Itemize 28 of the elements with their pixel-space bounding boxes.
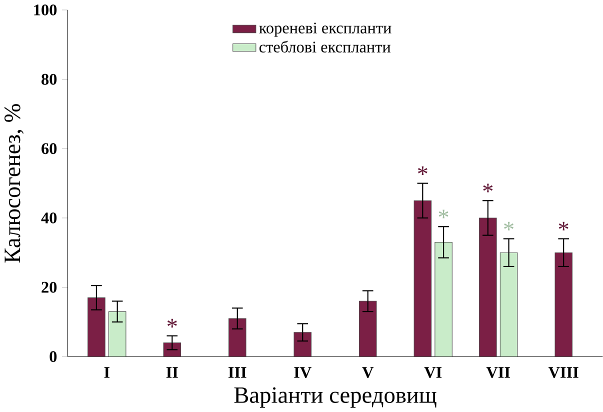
x-tick-label: II bbox=[166, 367, 178, 378]
bar bbox=[228, 318, 246, 357]
y-tick-label: 60 bbox=[42, 143, 57, 154]
annotation: * bbox=[483, 184, 493, 192]
y-tick-label: 100 bbox=[34, 4, 57, 16]
y-tick-label: 80 bbox=[42, 74, 57, 85]
x-tick-label: VII bbox=[486, 367, 510, 378]
annotation: * bbox=[558, 222, 568, 230]
legend-label: стеблові експланти bbox=[259, 40, 390, 52]
annotation: * bbox=[418, 166, 428, 175]
bar bbox=[163, 342, 182, 357]
x-tick-label: I bbox=[104, 367, 110, 378]
annotation: * bbox=[167, 318, 177, 328]
x-tick-label: III bbox=[228, 367, 246, 378]
bar bbox=[434, 242, 452, 357]
y-axis-title: Калюсогенез, % bbox=[4, 104, 24, 263]
x-tick-label: VIII bbox=[548, 367, 578, 378]
y-tick-label: 0 bbox=[50, 351, 57, 362]
x-tick-label: V bbox=[362, 367, 374, 378]
annotation: * bbox=[438, 210, 448, 218]
legend-label: кореневі експланти bbox=[259, 22, 392, 37]
bar bbox=[500, 252, 518, 357]
x-axis-title: Варіанти середовищ bbox=[234, 387, 436, 408]
annotation: * bbox=[504, 222, 514, 230]
y-tick-label: 20 bbox=[42, 282, 57, 293]
y-tick-label: 40 bbox=[41, 212, 57, 224]
x-tick-label: VI bbox=[424, 367, 442, 378]
x-tick-label: IV bbox=[294, 367, 312, 378]
